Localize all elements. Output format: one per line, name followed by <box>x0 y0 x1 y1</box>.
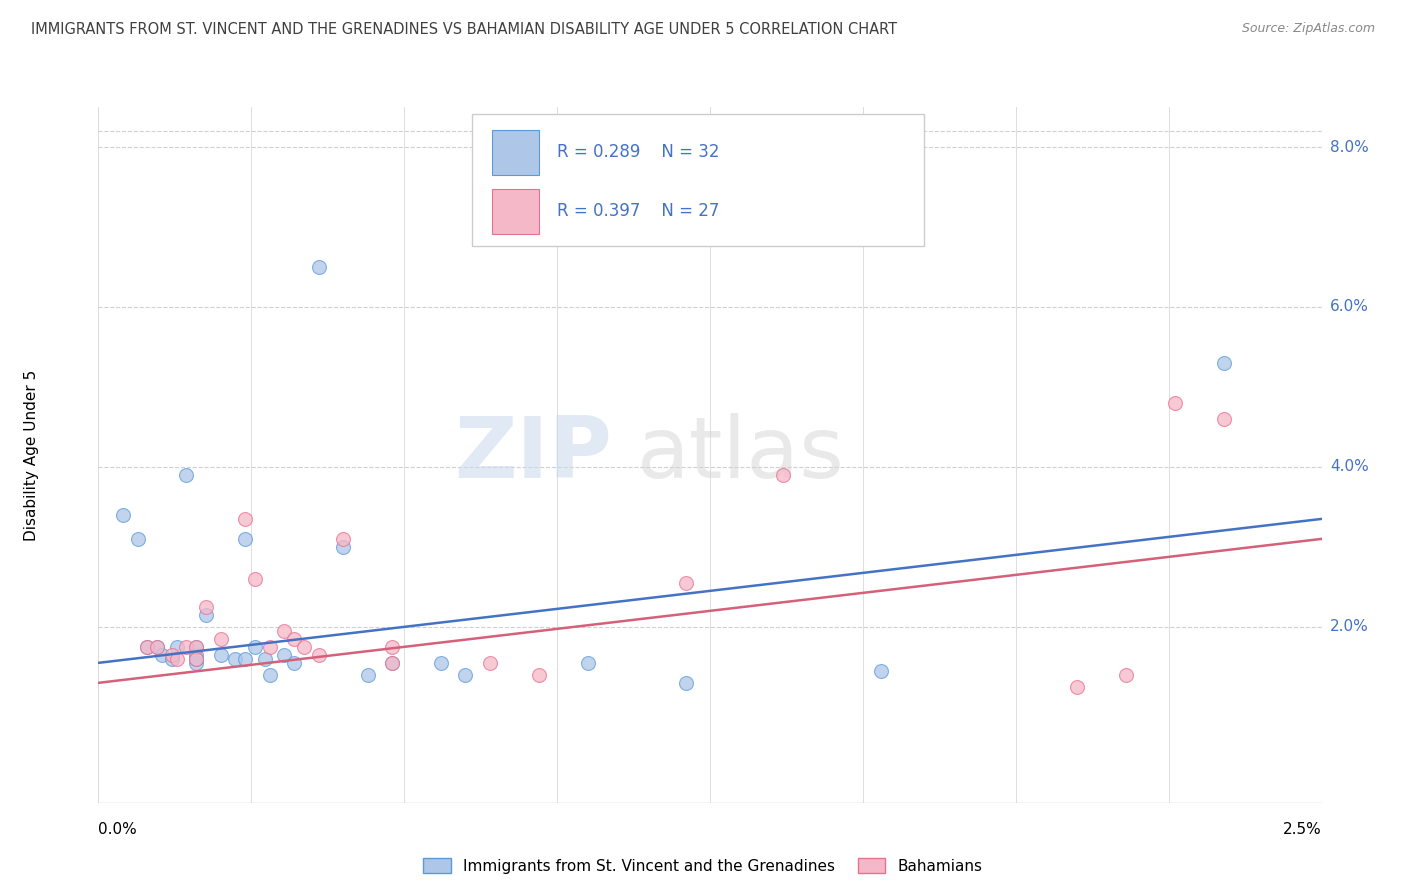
Point <box>478 656 501 670</box>
Point <box>430 656 453 670</box>
Point <box>332 540 354 554</box>
Point <box>1164 396 1187 410</box>
Point <box>111 508 134 522</box>
Text: 0.0%: 0.0% <box>98 822 138 837</box>
Point <box>186 640 208 654</box>
Point <box>136 640 159 654</box>
Point <box>527 668 550 682</box>
Point <box>273 648 295 662</box>
Point <box>186 648 208 662</box>
Text: 2.0%: 2.0% <box>1330 619 1368 634</box>
Point <box>195 607 218 622</box>
FancyBboxPatch shape <box>471 114 924 246</box>
Point <box>675 575 697 590</box>
Point <box>1115 668 1137 682</box>
Text: ZIP: ZIP <box>454 413 612 497</box>
Point <box>233 652 256 666</box>
Point <box>253 652 276 666</box>
Point <box>454 668 477 682</box>
Point <box>308 648 330 662</box>
Text: R = 0.397    N = 27: R = 0.397 N = 27 <box>557 202 720 220</box>
Point <box>160 648 183 662</box>
Point <box>283 656 305 670</box>
Point <box>146 640 169 654</box>
Point <box>259 668 281 682</box>
Point <box>195 599 218 614</box>
Text: 6.0%: 6.0% <box>1330 300 1369 315</box>
Point <box>186 652 208 666</box>
Point <box>166 640 188 654</box>
Point <box>283 632 305 646</box>
Point <box>150 648 173 662</box>
Point <box>675 676 697 690</box>
Point <box>772 467 794 482</box>
Point <box>186 652 208 666</box>
Point <box>146 640 169 654</box>
Text: 8.0%: 8.0% <box>1330 139 1368 154</box>
Point <box>224 652 246 666</box>
Point <box>176 467 198 482</box>
Point <box>576 656 599 670</box>
Point <box>166 652 188 666</box>
Point <box>209 648 232 662</box>
FancyBboxPatch shape <box>492 129 538 175</box>
Text: 2.5%: 2.5% <box>1282 822 1322 837</box>
Point <box>186 656 208 670</box>
Point <box>243 640 266 654</box>
FancyBboxPatch shape <box>492 189 538 234</box>
Text: Disability Age Under 5: Disability Age Under 5 <box>24 369 38 541</box>
Text: 4.0%: 4.0% <box>1330 459 1368 475</box>
Text: atlas: atlas <box>637 413 845 497</box>
Point <box>381 656 404 670</box>
Point <box>176 640 198 654</box>
Point <box>308 260 330 274</box>
Point <box>233 532 256 546</box>
Point <box>127 532 149 546</box>
Point <box>136 640 159 654</box>
Point <box>160 652 183 666</box>
Legend: Immigrants from St. Vincent and the Grenadines, Bahamians: Immigrants from St. Vincent and the Gren… <box>418 852 988 880</box>
Point <box>870 664 893 678</box>
Point <box>332 532 354 546</box>
Point <box>1212 412 1234 426</box>
Point <box>233 512 256 526</box>
Point <box>273 624 295 638</box>
Text: Source: ZipAtlas.com: Source: ZipAtlas.com <box>1241 22 1375 36</box>
Text: IMMIGRANTS FROM ST. VINCENT AND THE GRENADINES VS BAHAMIAN DISABILITY AGE UNDER : IMMIGRANTS FROM ST. VINCENT AND THE GREN… <box>31 22 897 37</box>
Point <box>259 640 281 654</box>
Text: R = 0.289    N = 32: R = 0.289 N = 32 <box>557 144 720 161</box>
Point <box>1066 680 1088 694</box>
Point <box>243 572 266 586</box>
Point <box>381 640 404 654</box>
Point <box>1212 356 1234 370</box>
Point <box>209 632 232 646</box>
Point <box>381 656 404 670</box>
Point <box>356 668 378 682</box>
Point <box>186 640 208 654</box>
Point <box>292 640 315 654</box>
